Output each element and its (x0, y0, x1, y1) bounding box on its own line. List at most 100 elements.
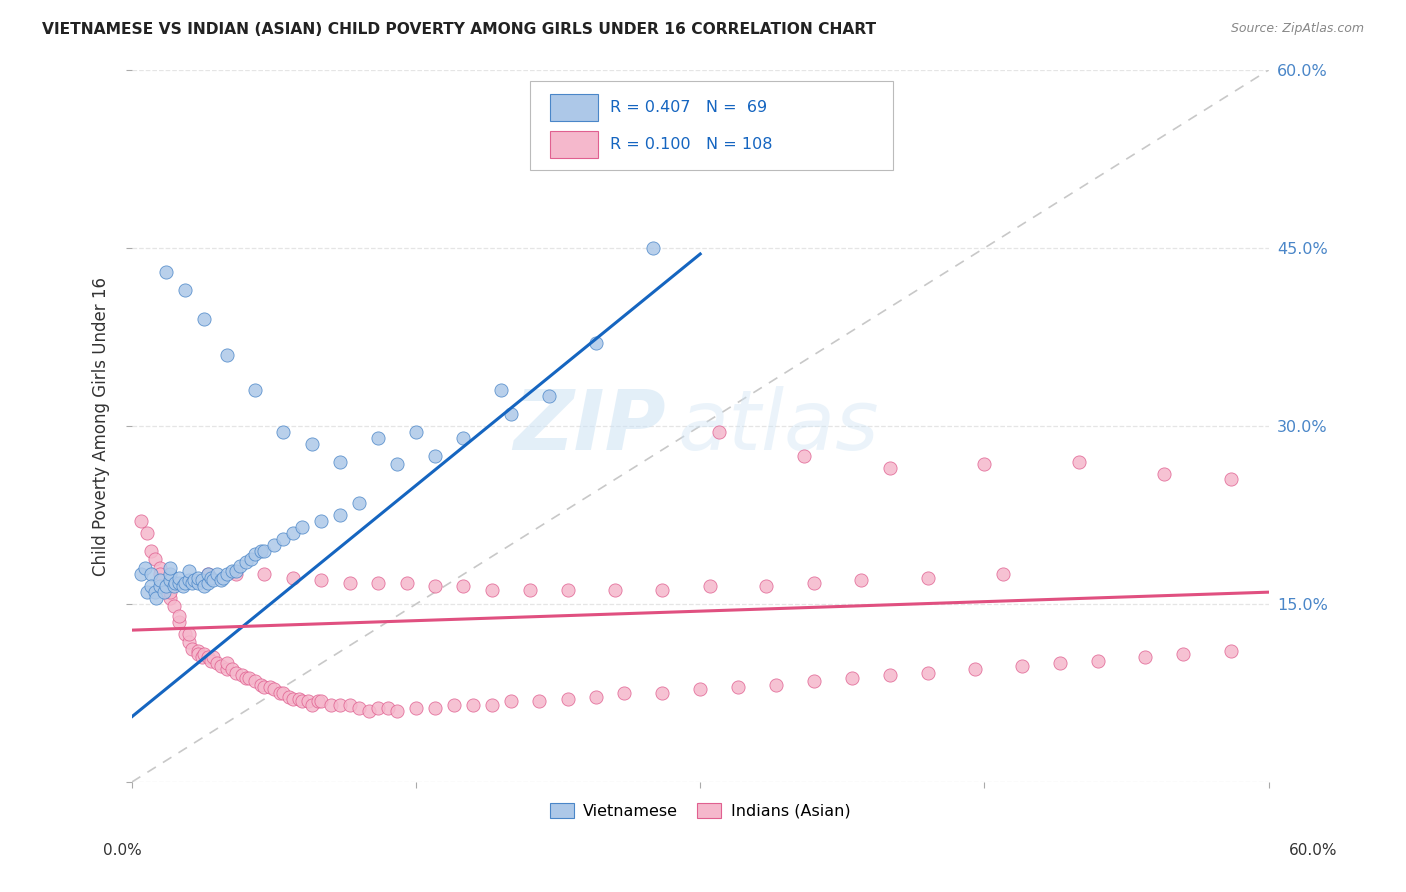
Point (215, 348, 238, 362)
Point (131, 567, 153, 582)
Point (423, 701, 446, 715)
Point (177, 574, 200, 588)
Point (136, 525, 159, 540)
Point (699, 579, 721, 593)
Point (167, 575, 190, 590)
Point (191, 574, 214, 588)
Point (167, 615, 190, 629)
Point (229, 559, 252, 574)
Point (263, 538, 285, 552)
Point (183, 574, 205, 588)
Point (243, 674, 266, 689)
Point (287, 692, 309, 706)
Point (273, 425, 295, 439)
Point (347, 701, 370, 715)
Point (278, 690, 301, 704)
Point (249, 678, 271, 692)
Point (1067, 455, 1090, 469)
Point (1153, 467, 1175, 481)
Point (162, 579, 184, 593)
Point (291, 520, 314, 534)
Point (243, 384, 266, 398)
Point (1049, 657, 1071, 671)
Point (139, 579, 162, 593)
Point (297, 694, 319, 708)
Point (136, 585, 159, 599)
Point (651, 582, 673, 597)
Point (143, 552, 166, 566)
Point (174, 575, 197, 590)
Point (481, 582, 503, 597)
Point (585, 336, 607, 351)
Point (149, 579, 172, 593)
Point (879, 668, 901, 682)
Point (301, 437, 323, 451)
Point (209, 658, 232, 673)
Point (917, 571, 939, 585)
Point (193, 647, 215, 661)
Point (307, 694, 329, 708)
Point (281, 525, 304, 540)
Point (253, 543, 276, 558)
Point (527, 694, 550, 708)
Point (311, 514, 333, 528)
Point (1219, 644, 1241, 658)
Point (603, 582, 626, 597)
Point (329, 508, 352, 522)
Point (367, 431, 389, 445)
Point (225, 567, 247, 582)
Point (167, 571, 190, 585)
Point (243, 547, 266, 561)
Point (187, 644, 209, 658)
Point (453, 431, 475, 445)
Point (177, 564, 200, 578)
Point (357, 704, 380, 718)
Point (347, 496, 370, 510)
Point (139, 543, 162, 558)
Point (249, 543, 271, 558)
Point (377, 701, 399, 715)
Point (155, 265, 177, 279)
Text: 0.0%: 0.0% (103, 843, 142, 858)
Point (727, 680, 749, 694)
Point (537, 389, 560, 403)
Point (263, 682, 285, 697)
Point (311, 574, 333, 588)
Point (202, 650, 225, 665)
Point (197, 567, 219, 582)
Point (235, 671, 257, 685)
Point (641, 241, 664, 255)
Point (153, 585, 176, 599)
Point (187, 571, 209, 585)
Point (405, 701, 427, 715)
Point (689, 682, 711, 697)
Point (159, 567, 181, 582)
Point (803, 575, 825, 590)
Point (174, 283, 197, 297)
Point (177, 626, 200, 640)
Point (329, 455, 352, 469)
FancyBboxPatch shape (550, 130, 598, 158)
Point (145, 591, 167, 606)
Point (155, 579, 177, 593)
Point (269, 686, 291, 700)
Point (585, 690, 607, 704)
Point (765, 678, 787, 692)
Point (225, 564, 247, 578)
Point (131, 514, 153, 528)
Point (187, 575, 209, 590)
Point (205, 657, 228, 671)
Point (851, 574, 873, 588)
Legend: Vietnamese, Indians (Asian): Vietnamese, Indians (Asian) (543, 797, 858, 825)
Point (491, 384, 513, 398)
Point (273, 686, 295, 700)
Point (499, 694, 522, 708)
Point (319, 698, 342, 712)
Point (200, 654, 222, 668)
Point (165, 575, 187, 590)
Point (1087, 654, 1109, 668)
Point (651, 686, 673, 700)
Point (499, 407, 522, 421)
Point (443, 698, 465, 712)
Point (193, 579, 215, 593)
